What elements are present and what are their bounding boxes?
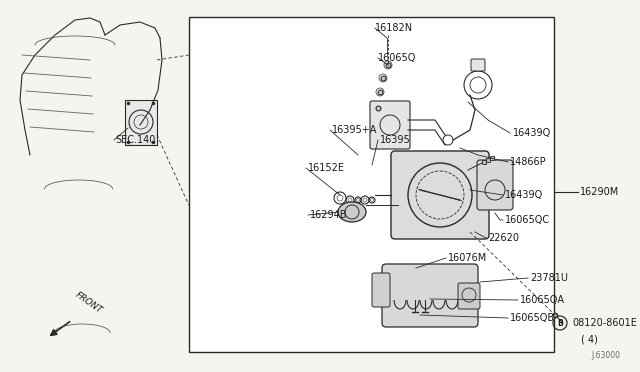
Text: 23781U: 23781U: [530, 273, 568, 283]
FancyBboxPatch shape: [372, 273, 390, 307]
Bar: [189, 17, 554, 352]
FancyBboxPatch shape: [477, 160, 513, 210]
Text: ( 4): ( 4): [581, 335, 598, 345]
Text: 16294B: 16294B: [310, 210, 348, 220]
Text: 16439Q: 16439Q: [505, 190, 543, 200]
Text: B: B: [557, 318, 563, 327]
Text: 16065QC: 16065QC: [505, 215, 550, 225]
Text: 14866P: 14866P: [510, 157, 547, 167]
FancyBboxPatch shape: [471, 59, 485, 71]
Text: 16065QA: 16065QA: [520, 295, 565, 305]
Text: 16439Q: 16439Q: [513, 128, 551, 138]
FancyBboxPatch shape: [391, 151, 489, 239]
Text: J.63000: J.63000: [591, 351, 620, 360]
Text: 16182N: 16182N: [375, 23, 413, 33]
Ellipse shape: [338, 202, 366, 222]
Bar: [125, 100, 157, 145]
FancyBboxPatch shape: [382, 264, 478, 327]
Text: 08120-8601E: 08120-8601E: [572, 318, 637, 328]
Text: 16065QB: 16065QB: [510, 313, 555, 323]
Text: FRONT: FRONT: [74, 290, 104, 315]
FancyBboxPatch shape: [370, 101, 410, 149]
Text: 16290M: 16290M: [580, 187, 620, 197]
Text: 16395+A: 16395+A: [332, 125, 378, 135]
Text: 16065Q: 16065Q: [378, 53, 417, 63]
Text: SEC.140: SEC.140: [115, 135, 156, 145]
Text: 22620: 22620: [488, 233, 519, 243]
Text: 16076M: 16076M: [448, 253, 487, 263]
Text: 16152E: 16152E: [308, 163, 345, 173]
FancyBboxPatch shape: [458, 283, 480, 309]
Text: 16395: 16395: [380, 135, 411, 145]
